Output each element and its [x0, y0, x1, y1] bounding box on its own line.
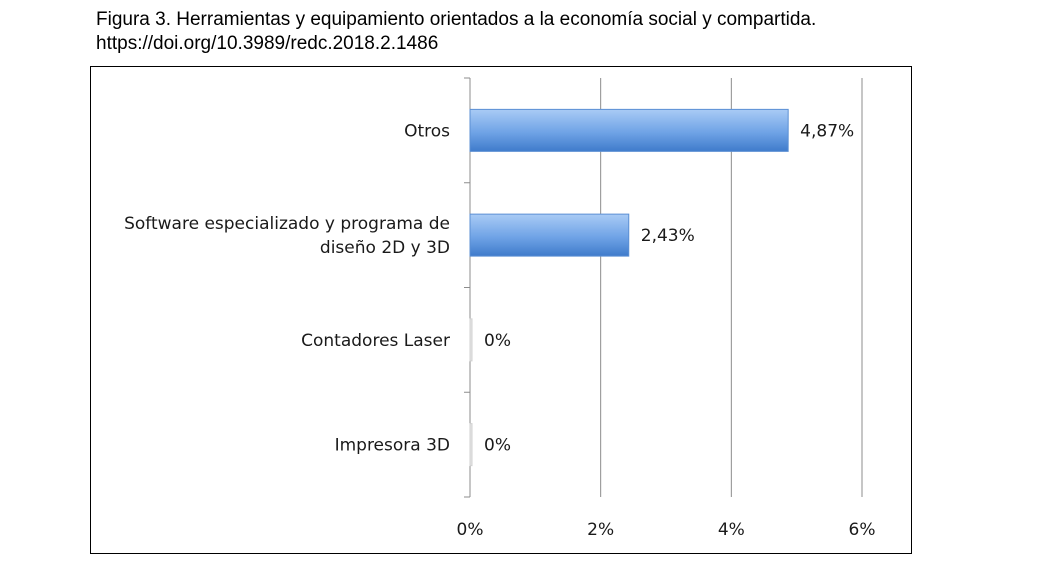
category-label: Impresora 3D [335, 436, 450, 456]
caption-doi: https://doi.org/10.3989/redc.2018.2.1486 [96, 33, 439, 54]
figure-caption: Figura 3. Herramientas y equipamiento or… [96, 8, 816, 56]
bars [469, 108, 789, 467]
bar [469, 423, 473, 467]
x-tick-label: 2% [587, 520, 614, 540]
data-label: 2,43% [641, 226, 695, 246]
data-label: 0% [484, 331, 511, 351]
x-tick-label: 0% [457, 520, 484, 540]
data-label: 4,87% [800, 121, 854, 141]
bar [469, 318, 473, 362]
category-label: Contadores Laser [301, 331, 450, 351]
x-tick-label: 6% [849, 520, 876, 540]
x-tick-label: 4% [718, 520, 745, 540]
bar [469, 213, 630, 257]
data-label: 0% [484, 436, 511, 456]
caption-title: Figura 3. Herramientas y equipamiento or… [96, 9, 817, 30]
category-label: Otros [404, 121, 450, 141]
chart-frame [90, 66, 912, 554]
bar [469, 108, 789, 152]
category-label: Software especializado y programa de dise… [124, 214, 450, 258]
labels: 0% 2% 4% 6% 4,87% Otros 2,43% Software especial… [124, 121, 875, 540]
category-axis [464, 77, 471, 498]
